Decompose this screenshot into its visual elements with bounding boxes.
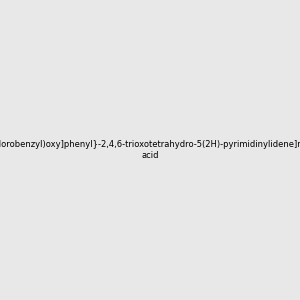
Text: 4-{[1-{4-[(2-chlorobenzyl)oxy]phenyl}-2,4,6-trioxotetrahydro-5(2H)-pyrimidinylid: 4-{[1-{4-[(2-chlorobenzyl)oxy]phenyl}-2,…	[0, 140, 300, 160]
